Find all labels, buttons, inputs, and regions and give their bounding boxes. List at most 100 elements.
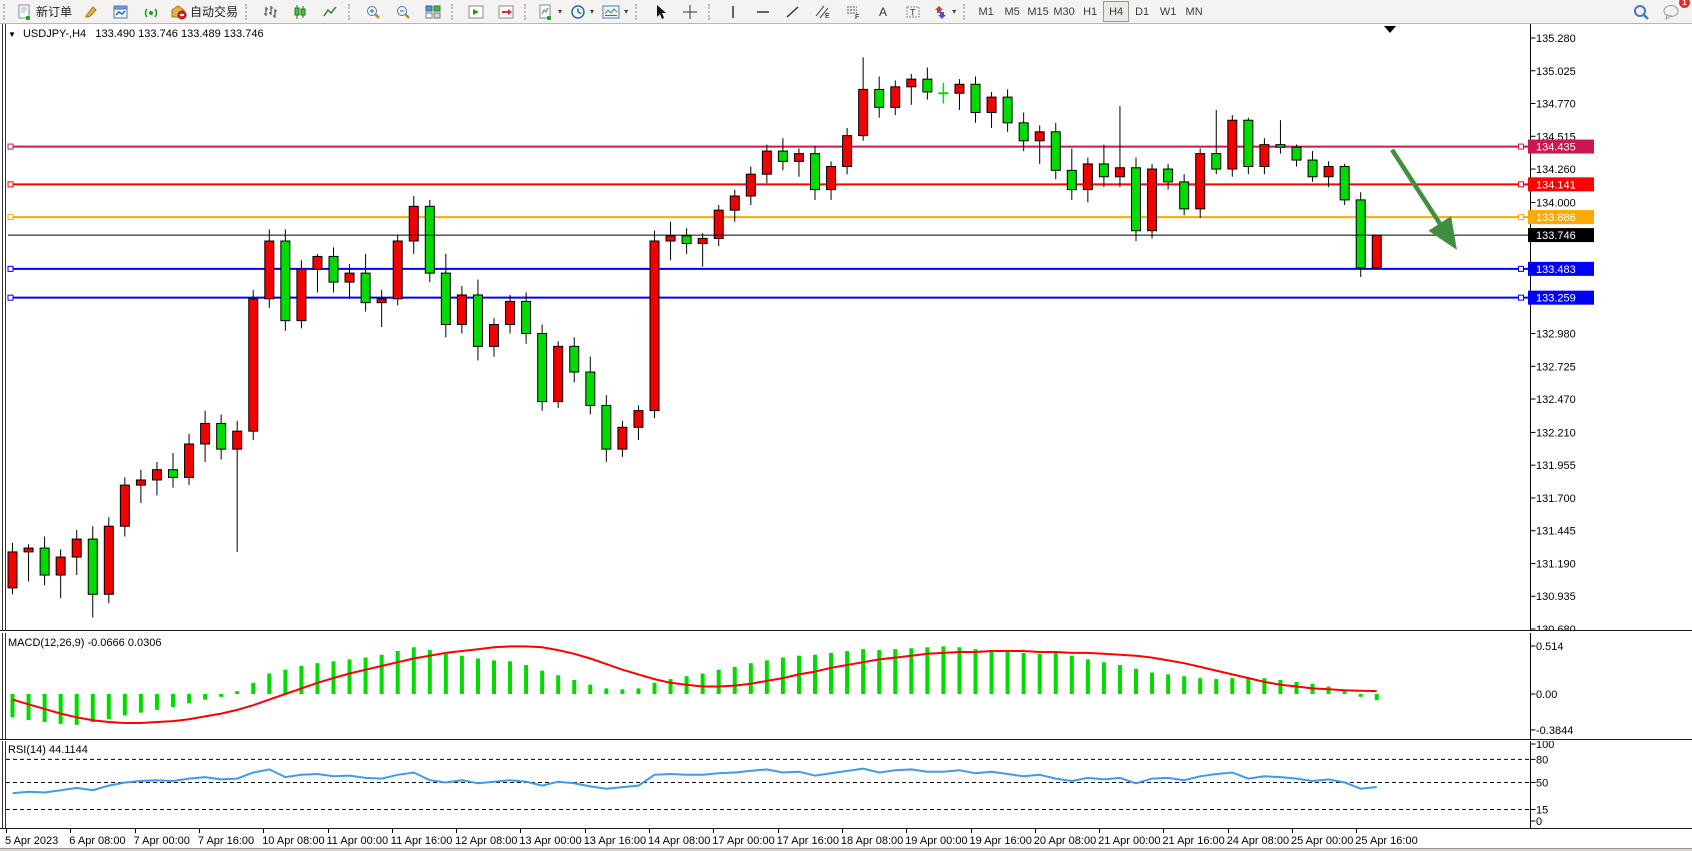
- signals-button[interactable]: [136, 0, 166, 23]
- toolbar-grip: [708, 3, 715, 20]
- collapse-triangle-icon[interactable]: ▼: [8, 30, 16, 39]
- search-button[interactable]: [1626, 0, 1656, 23]
- svg-text:133.886: 133.886: [1536, 212, 1576, 224]
- time-axis-tick: [70, 829, 72, 833]
- periods-button[interactable]: ▾: [566, 0, 598, 23]
- timeframe-m15[interactable]: M15: [1027, 5, 1049, 18]
- svg-text:132.210: 132.210: [1536, 427, 1576, 439]
- time-axis-label: 11 Apr 00:00: [326, 835, 389, 847]
- toolbar-grip: [3, 3, 10, 20]
- notifications-button[interactable]: 1: [1656, 0, 1690, 23]
- time-axis-tick: [134, 829, 136, 833]
- svg-text:134.770: 134.770: [1536, 99, 1576, 111]
- time-axis-tick: [327, 829, 329, 833]
- text-tool-button[interactable]: A: [868, 0, 898, 23]
- time-axis-tick: [970, 829, 972, 833]
- time-axis-label: 12 Apr 08:00: [455, 835, 518, 847]
- down-arrow-annotation[interactable]: [1390, 148, 1457, 250]
- time-axis-label: 20 Apr 08:00: [1033, 835, 1097, 847]
- time-axis-tick: [713, 829, 715, 833]
- line-chart-icon: [322, 4, 338, 20]
- bar-chart-button[interactable]: [255, 0, 285, 23]
- time-axis-tick: [1163, 829, 1165, 833]
- channel-tool-button[interactable]: E: [808, 0, 838, 23]
- text-label-tool-button[interactable]: T: [898, 0, 928, 23]
- crosshair-tool-button[interactable]: [675, 0, 705, 23]
- trendline-icon: [785, 4, 801, 20]
- dropdown-caret-icon: ▾: [624, 7, 629, 16]
- rsi-pane[interactable]: 100 80 50 15 0 RSI(14) 44.1144: [0, 741, 1692, 828]
- zoom-out-button[interactable]: [388, 0, 418, 23]
- styles-button[interactable]: [76, 0, 106, 23]
- line-chart-button[interactable]: [315, 0, 345, 23]
- vertical-line-icon: [725, 4, 741, 20]
- bar-chart-icon: [262, 4, 278, 20]
- time-axis-label: 21 Apr 16:00: [1162, 835, 1225, 847]
- svg-text:134.000: 134.000: [1536, 197, 1576, 209]
- auto-scroll-button[interactable]: [491, 0, 521, 23]
- indicators-button[interactable]: ▾: [534, 0, 566, 23]
- time-axis[interactable]: 5 Apr 2023 6 Apr 08:00 7 Apr 00:00 7 Apr 16…: [0, 828, 1692, 850]
- toolbar-grip: [245, 3, 252, 20]
- macd-histogram: [10, 646, 1379, 725]
- crayon-icon: [83, 4, 99, 20]
- auto-trading-icon: [170, 4, 187, 20]
- zoom-out-icon: [395, 4, 411, 20]
- new-order-label: 新订单: [36, 5, 73, 19]
- timeframe-w1[interactable]: W1: [1159, 5, 1177, 18]
- new-chart-button[interactable]: [106, 0, 136, 23]
- auto-trading-button[interactable]: 自动交易: [166, 0, 242, 23]
- svg-text:100: 100: [1536, 741, 1554, 751]
- time-axis-label: 13 Apr 00:00: [519, 835, 582, 847]
- zoom-in-button[interactable]: [358, 0, 388, 23]
- channel-icon: E: [815, 4, 831, 20]
- svg-text:50: 50: [1536, 778, 1548, 790]
- fibonacci-tool-button[interactable]: F: [838, 0, 868, 23]
- time-axis-label: 7 Apr 16:00: [197, 835, 255, 847]
- svg-text:132.470: 132.470: [1536, 394, 1576, 406]
- time-axis-tick: [198, 829, 200, 833]
- candlestick-chart-button[interactable]: [285, 0, 315, 23]
- chart-window-icon: [113, 4, 129, 20]
- trendline-tool-button[interactable]: [778, 0, 808, 23]
- timeframe-h1[interactable]: H1: [1083, 5, 1098, 18]
- chart-shift-button[interactable]: [461, 0, 491, 23]
- timeframe-mn[interactable]: MN: [1185, 5, 1203, 18]
- zoom-in-icon: [365, 4, 381, 20]
- timeframe-h4[interactable]: H4: [1103, 1, 1130, 22]
- svg-text:130.680: 130.680: [1536, 624, 1576, 630]
- time-axis-tick: [1356, 829, 1358, 833]
- cursor-tool-button[interactable]: [645, 0, 675, 23]
- svg-text:134.141: 134.141: [1536, 179, 1576, 191]
- template-icon: [602, 4, 620, 20]
- new-order-button[interactable]: 新订单: [13, 0, 76, 23]
- timeframe-m30[interactable]: M30: [1053, 5, 1075, 18]
- time-axis-label: 5 Apr 2023: [5, 835, 59, 847]
- tile-windows-button[interactable]: [418, 0, 448, 23]
- time-axis-label: 19 Apr 00:00: [905, 835, 968, 847]
- candlestick-series: [7, 57, 1382, 618]
- horizontal-line-tool-button[interactable]: [748, 0, 778, 23]
- timeframe-d1[interactable]: D1: [1135, 5, 1150, 18]
- arrows-tool-button[interactable]: ▾: [928, 0, 960, 23]
- templates-button[interactable]: ▾: [598, 0, 632, 23]
- timeframe-m1[interactable]: M1: [978, 5, 994, 18]
- dropdown-caret-icon: ▾: [952, 7, 957, 16]
- dropdown-caret-icon: ▾: [590, 7, 595, 16]
- search-icon: [1632, 3, 1650, 21]
- svg-text:134.260: 134.260: [1536, 164, 1576, 176]
- toolbar-grip: [524, 3, 531, 20]
- time-axis-label: 24 Apr 08:00: [1226, 835, 1290, 847]
- chart-window: ▼ USDJPY-,H4 133.490 133.746 133.489 133…: [0, 24, 1692, 851]
- timeframe-m5[interactable]: M5: [1004, 5, 1020, 18]
- time-axis-label: 17 Apr 16:00: [776, 835, 839, 847]
- crosshair-icon: [682, 4, 698, 20]
- main-price-pane[interactable]: 135.280 135.025 134.770 134.515 134.260 134.0…: [0, 24, 1692, 630]
- horizontal-line-icon: [755, 4, 771, 20]
- vertical-line-tool-button[interactable]: [718, 0, 748, 23]
- cursor-icon: [652, 4, 668, 20]
- auto-trading-label: 自动交易: [190, 5, 239, 19]
- time-axis-label: 10 Apr 08:00: [262, 835, 325, 847]
- svg-text:135.025: 135.025: [1536, 66, 1576, 78]
- macd-pane[interactable]: 0.514 0.00 -0.3844 MACD(12,26,9) -0.0666 0.…: [0, 633, 1692, 739]
